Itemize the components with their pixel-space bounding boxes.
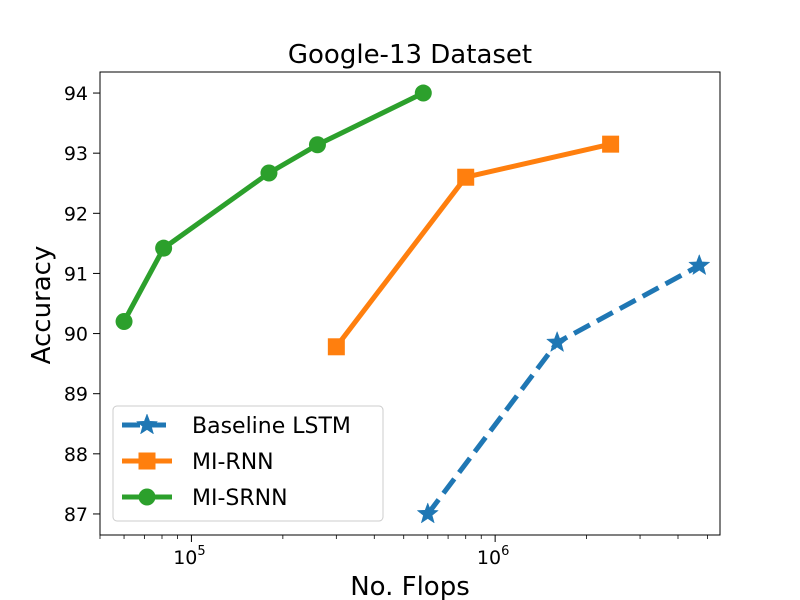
- data-point-baseline-lstm: [416, 502, 439, 524]
- data-point-mi-srnn: [414, 84, 432, 102]
- data-point-mi-srnn: [155, 239, 173, 257]
- y-tick-label: 91: [64, 263, 88, 285]
- y-tick-label: 89: [64, 384, 88, 406]
- series-mi-rnn: [327, 135, 620, 356]
- y-tick-label: 88: [64, 444, 88, 466]
- legend-marker-baseline-lstm: [135, 413, 159, 435]
- y-tick-label: 92: [64, 203, 88, 225]
- legend: Baseline LSTM MI-RNN MI-SRNN: [112, 405, 384, 522]
- data-point-mi-srnn: [308, 136, 326, 154]
- legend-label-mi-rnn: MI-RNN: [192, 450, 274, 475]
- series-baseline-lstm: [416, 253, 711, 524]
- data-point-mi-srnn: [115, 313, 133, 331]
- y-tick-label: 90: [64, 324, 88, 346]
- plot-area-frame: [99, 71, 721, 536]
- series-layer: [115, 84, 711, 524]
- series-mi-srnn: [115, 84, 432, 331]
- x-axis-label: No. Flops: [350, 572, 470, 600]
- legend-box: [112, 405, 384, 522]
- y-tick-label: 87: [64, 504, 88, 526]
- y-tick-label: 93: [64, 143, 88, 165]
- legend-marker-mi-srnn: [138, 488, 156, 506]
- y-tick-label: 94: [64, 83, 88, 105]
- legend-label-baseline-lstm: Baseline LSTM: [192, 414, 351, 439]
- data-point-baseline-lstm: [688, 253, 711, 276]
- data-point-mi-rnn: [457, 168, 475, 186]
- legend-label-mi-srnn: MI-SRNN: [192, 486, 288, 511]
- data-point-mi-rnn: [602, 135, 620, 153]
- legend-marker-mi-rnn: [138, 452, 156, 470]
- y-axis-label: Accuracy: [27, 246, 57, 365]
- chart-title: Google-13 Dataset: [288, 40, 532, 70]
- data-point-baseline-lstm: [545, 330, 569, 353]
- data-point-mi-rnn: [327, 338, 345, 356]
- data-point-mi-srnn: [260, 164, 278, 182]
